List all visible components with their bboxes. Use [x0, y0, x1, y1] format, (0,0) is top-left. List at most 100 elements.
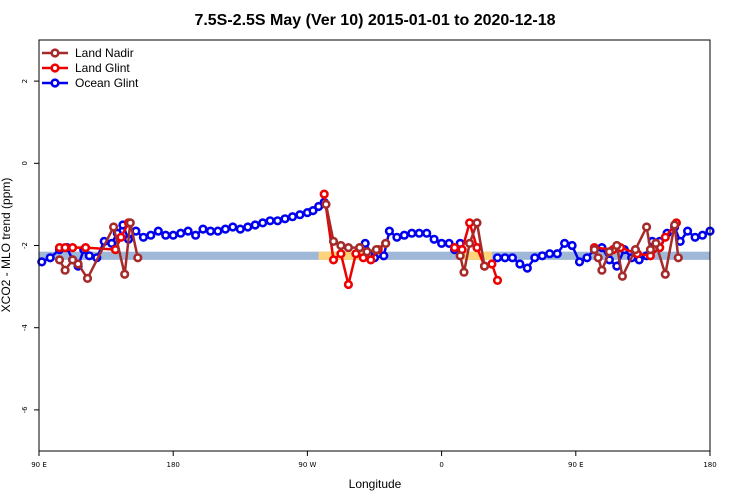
- land-nadir-point-0-1: [60, 265, 70, 275]
- ocean-glint-point-2-12: [582, 253, 592, 263]
- legend-land-glint-label: Land Glint: [75, 61, 130, 75]
- ocean-glint-point-1-2: [379, 251, 389, 261]
- land-nadir-point-1-6: [371, 245, 382, 255]
- land-glint-point-1-0: [319, 189, 329, 199]
- land-glint-point-0-3: [80, 243, 91, 253]
- land-glint-point-1-4: [351, 249, 361, 259]
- ocean-glint-point-1-9: [429, 234, 439, 244]
- ocean-glint-point-0-1: [45, 253, 55, 263]
- ocean-glint-point-0-26: [220, 224, 230, 234]
- land-nadir-point-1-5: [362, 247, 372, 257]
- land-nadir-point-3-8: [645, 245, 656, 255]
- land-nadir-point-2-2: [465, 238, 475, 248]
- land-glint-point-2-0: [450, 243, 460, 253]
- land-nadir-point-0-0: [54, 255, 65, 265]
- land-nadir-point-1-0: [321, 199, 331, 209]
- land-nadir-point-0-7: [125, 218, 135, 228]
- ocean-glint-point-0-25: [213, 226, 223, 236]
- land-nadir-point-2-3: [472, 218, 482, 228]
- ocean-glint-point-0-33: [273, 216, 283, 226]
- ocean-glint-point-0-19: [168, 230, 178, 240]
- ocean-glint-point-2-1: [500, 253, 510, 263]
- ocean-glint-point-1-0: [360, 238, 370, 248]
- ocean-glint-point-1-4: [392, 232, 402, 242]
- land-glint-point-3-6: [660, 232, 670, 242]
- ocean-glint-point-0-22: [191, 230, 201, 240]
- legend-ocean-glint-label: Ocean Glint: [75, 76, 139, 90]
- land-glint-point-0-5: [116, 232, 126, 242]
- ocean-glint-point-0-7: [84, 251, 94, 261]
- ocean-glint-point-2-9: [559, 238, 570, 248]
- land-nadir-point-1-4: [355, 243, 365, 253]
- ocean-glint-point-2-4: [522, 263, 532, 273]
- land-nadir-point-0-8: [133, 253, 143, 263]
- ocean-glint-point-0-38: [308, 206, 318, 216]
- land-glint-point-2-3: [472, 243, 482, 253]
- ocean-glint-point-0-34: [280, 214, 290, 224]
- x-tick-label-4: 90 E: [568, 461, 584, 469]
- ocean-glint-point-2-26: [682, 226, 693, 236]
- ocean-glint-point-1-7: [414, 228, 424, 238]
- land-glint-point-1-5: [358, 253, 368, 263]
- ocean-glint-point-1-8: [422, 228, 432, 238]
- ocean-glint-point-1-11: [444, 238, 454, 248]
- legend-ocean-glint-marker: [50, 78, 60, 88]
- ocean-glint-point-0-20: [176, 228, 186, 238]
- ocean-glint-point-0-30: [250, 220, 260, 230]
- land-nadir-point-3-11: [669, 220, 680, 230]
- ocean-glint-point-0-23: [198, 224, 208, 234]
- land-nadir-point-1-1: [328, 236, 339, 246]
- ocean-glint-point-0-39: [314, 201, 324, 212]
- land-nadir-point-3-2: [597, 265, 607, 275]
- ocean-glint-point-1-5: [399, 230, 409, 240]
- land-nadir-point-3-5: [617, 271, 628, 281]
- ocean-glint-point-0-18: [161, 230, 171, 240]
- ocean-glint-point-0-32: [265, 216, 275, 226]
- ocean-glint-point-2-28: [697, 230, 708, 240]
- land-nadir-point-2-0: [455, 251, 465, 261]
- y-tick-label-0: 2: [21, 79, 29, 83]
- ocean-glint-point-2-8: [552, 249, 562, 259]
- land-glint-point-1-2: [336, 249, 346, 259]
- land-glint-point-0-2: [67, 243, 78, 253]
- ocean-glint-point-0-27: [228, 222, 238, 232]
- y-axis: 2 0 -2 -4 -6: [21, 79, 39, 413]
- land-nadir-point-1-2: [336, 240, 346, 251]
- x-axis-label: Longitude: [349, 477, 402, 491]
- land-nadir-point-0-3: [73, 259, 83, 269]
- ocean-glint-point-0-35: [287, 212, 298, 222]
- ocean-glint-point-1-3: [384, 226, 395, 236]
- ocean-glint-point-0-29: [243, 222, 253, 232]
- ocean-glint-point-2-10: [567, 240, 577, 251]
- y-tick-label-3: -4: [21, 324, 29, 332]
- legend-land-nadir-marker: [50, 48, 60, 58]
- ocean-glint-point-2-27: [690, 232, 700, 242]
- y-tick-label-2: -2: [21, 242, 29, 249]
- legend-land-nadir-label: Land Nadir: [75, 46, 134, 60]
- ocean-glint-point-2-6: [537, 251, 547, 261]
- land-nadir-point-1-7: [381, 238, 391, 248]
- ocean-glint-point-1-6: [407, 228, 417, 238]
- x-tick-label-0: 90 E: [31, 461, 47, 469]
- land-glint-point-2-6: [492, 275, 503, 286]
- land-glint-point-1-1: [328, 255, 339, 265]
- land-nadir-point-3-10: [660, 269, 670, 279]
- ocean-glint-point-0-31: [258, 218, 268, 228]
- ocean-glint-point-0-17: [153, 226, 163, 236]
- land-nadir-point-3-6: [630, 245, 641, 255]
- x-axis: 90 E 180 90 W 0 90 E 180: [31, 451, 717, 469]
- plot-area: [37, 189, 715, 290]
- ocean-glint-point-0-36: [295, 210, 305, 220]
- ocean-glint-point-0-28: [235, 224, 245, 234]
- land-nadir-point-3-12: [673, 253, 683, 263]
- land-glint-point-0-1: [60, 243, 70, 253]
- land-nadir-point-3-1: [593, 253, 603, 263]
- chart-title: 7.5S-2.5S May (Ver 10) 2015-01-01 to 202…: [194, 12, 555, 29]
- x-tick-label-3: 0: [439, 461, 443, 469]
- land-nadir-point-3-3: [604, 247, 615, 257]
- land-nadir-point-2-4: [479, 261, 490, 271]
- y-axis-label: XCO2 - MLO trend (ppm): [0, 178, 13, 313]
- ocean-glint-point-2-11: [574, 257, 585, 267]
